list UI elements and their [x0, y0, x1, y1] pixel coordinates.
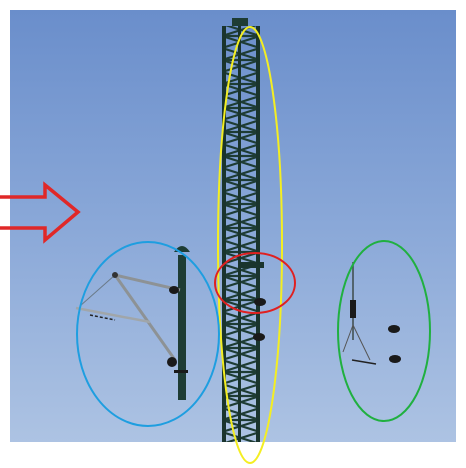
photo-annotated [0, 0, 466, 468]
page [0, 0, 466, 468]
